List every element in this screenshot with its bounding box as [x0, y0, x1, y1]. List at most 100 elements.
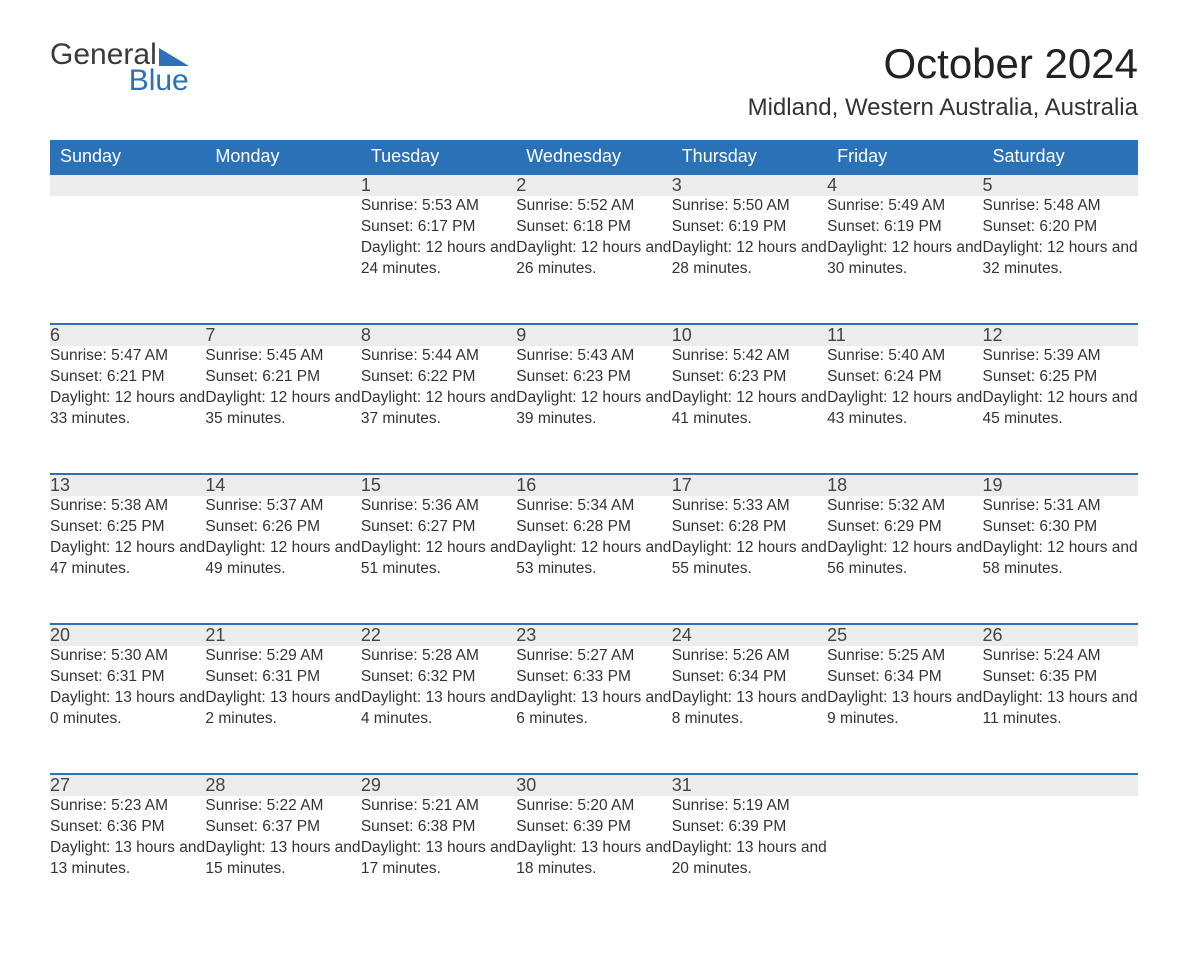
brand-word2: Blue	[50, 66, 189, 96]
daylight-line: Daylight: 12 hours and 49 minutes.	[205, 538, 360, 580]
month-title: October 2024	[748, 40, 1138, 88]
daynum-row: 12345	[50, 174, 1138, 196]
daylight-line: Daylight: 13 hours and 4 minutes.	[361, 688, 516, 730]
sunset-line: Sunset: 6:32 PM	[361, 667, 516, 688]
sunset-line: Sunset: 6:19 PM	[827, 217, 982, 238]
day-number: 30	[516, 774, 671, 796]
daylight-line: Daylight: 13 hours and 11 minutes.	[983, 688, 1138, 730]
day-cell: Sunrise: 5:31 AMSunset: 6:30 PMDaylight:…	[983, 496, 1138, 624]
day-number: 26	[983, 624, 1138, 646]
day-cell: Sunrise: 5:34 AMSunset: 6:28 PMDaylight:…	[516, 496, 671, 624]
sunrise-line: Sunrise: 5:32 AM	[827, 496, 982, 517]
daylight-line: Daylight: 13 hours and 9 minutes.	[827, 688, 982, 730]
day-cell: Sunrise: 5:32 AMSunset: 6:29 PMDaylight:…	[827, 496, 982, 624]
brand-logo: General Blue	[50, 40, 189, 96]
sunset-line: Sunset: 6:26 PM	[205, 517, 360, 538]
daylight-line: Daylight: 12 hours and 51 minutes.	[361, 538, 516, 580]
daylight-line: Daylight: 12 hours and 32 minutes.	[983, 238, 1138, 280]
sunset-line: Sunset: 6:31 PM	[205, 667, 360, 688]
day-cell: Sunrise: 5:53 AMSunset: 6:17 PMDaylight:…	[361, 196, 516, 324]
daylight-line: Daylight: 12 hours and 53 minutes.	[516, 538, 671, 580]
sunset-line: Sunset: 6:39 PM	[672, 817, 827, 838]
daylight-line: Daylight: 12 hours and 37 minutes.	[361, 388, 516, 430]
daylight-line: Daylight: 13 hours and 20 minutes.	[672, 838, 827, 880]
weekday-header: Friday	[827, 140, 982, 174]
sunrise-line: Sunrise: 5:30 AM	[50, 646, 205, 667]
day-number: 1	[361, 174, 516, 196]
day-cell: Sunrise: 5:29 AMSunset: 6:31 PMDaylight:…	[205, 646, 360, 774]
daycontent-row: Sunrise: 5:38 AMSunset: 6:25 PMDaylight:…	[50, 496, 1138, 624]
day-cell: Sunrise: 5:22 AMSunset: 6:37 PMDaylight:…	[205, 796, 360, 924]
daycontent-row: Sunrise: 5:23 AMSunset: 6:36 PMDaylight:…	[50, 796, 1138, 924]
daylight-line: Daylight: 13 hours and 15 minutes.	[205, 838, 360, 880]
daylight-line: Daylight: 13 hours and 8 minutes.	[672, 688, 827, 730]
sunrise-line: Sunrise: 5:47 AM	[50, 346, 205, 367]
location-subtitle: Midland, Western Australia, Australia	[748, 94, 1138, 122]
sunset-line: Sunset: 6:30 PM	[983, 517, 1138, 538]
daynum-row: 20212223242526	[50, 624, 1138, 646]
day-number	[205, 174, 360, 196]
day-cell: Sunrise: 5:39 AMSunset: 6:25 PMDaylight:…	[983, 346, 1138, 474]
day-number: 9	[516, 324, 671, 346]
day-number: 27	[50, 774, 205, 796]
daylight-line: Daylight: 12 hours and 33 minutes.	[50, 388, 205, 430]
sunrise-line: Sunrise: 5:22 AM	[205, 796, 360, 817]
day-number: 7	[205, 324, 360, 346]
day-number: 8	[361, 324, 516, 346]
day-cell: Sunrise: 5:24 AMSunset: 6:35 PMDaylight:…	[983, 646, 1138, 774]
sunrise-line: Sunrise: 5:26 AM	[672, 646, 827, 667]
daylight-line: Daylight: 12 hours and 39 minutes.	[516, 388, 671, 430]
sunset-line: Sunset: 6:21 PM	[50, 367, 205, 388]
day-cell: Sunrise: 5:21 AMSunset: 6:38 PMDaylight:…	[361, 796, 516, 924]
day-cell: Sunrise: 5:42 AMSunset: 6:23 PMDaylight:…	[672, 346, 827, 474]
day-cell: Sunrise: 5:30 AMSunset: 6:31 PMDaylight:…	[50, 646, 205, 774]
sunset-line: Sunset: 6:37 PM	[205, 817, 360, 838]
sunset-line: Sunset: 6:31 PM	[50, 667, 205, 688]
daycontent-row: Sunrise: 5:47 AMSunset: 6:21 PMDaylight:…	[50, 346, 1138, 474]
daylight-line: Daylight: 12 hours and 56 minutes.	[827, 538, 982, 580]
sunrise-line: Sunrise: 5:42 AM	[672, 346, 827, 367]
day-cell: Sunrise: 5:48 AMSunset: 6:20 PMDaylight:…	[983, 196, 1138, 324]
day-cell: Sunrise: 5:37 AMSunset: 6:26 PMDaylight:…	[205, 496, 360, 624]
day-cell: Sunrise: 5:19 AMSunset: 6:39 PMDaylight:…	[672, 796, 827, 924]
day-cell: Sunrise: 5:38 AMSunset: 6:25 PMDaylight:…	[50, 496, 205, 624]
sunrise-line: Sunrise: 5:29 AM	[205, 646, 360, 667]
sunrise-line: Sunrise: 5:37 AM	[205, 496, 360, 517]
day-number: 3	[672, 174, 827, 196]
flag-icon	[159, 44, 189, 66]
sunset-line: Sunset: 6:39 PM	[516, 817, 671, 838]
daylight-line: Daylight: 12 hours and 28 minutes.	[672, 238, 827, 280]
daylight-line: Daylight: 12 hours and 45 minutes.	[983, 388, 1138, 430]
daylight-line: Daylight: 13 hours and 13 minutes.	[50, 838, 205, 880]
sunset-line: Sunset: 6:27 PM	[361, 517, 516, 538]
sunrise-line: Sunrise: 5:33 AM	[672, 496, 827, 517]
day-number: 25	[827, 624, 982, 646]
sunrise-line: Sunrise: 5:28 AM	[361, 646, 516, 667]
header: General Blue October 2024 Midland, Weste…	[50, 40, 1138, 132]
weekday-header: Monday	[205, 140, 360, 174]
calendar-table: SundayMondayTuesdayWednesdayThursdayFrid…	[50, 140, 1138, 924]
day-cell: Sunrise: 5:33 AMSunset: 6:28 PMDaylight:…	[672, 496, 827, 624]
sunset-line: Sunset: 6:20 PM	[983, 217, 1138, 238]
sunrise-line: Sunrise: 5:48 AM	[983, 196, 1138, 217]
day-number: 19	[983, 474, 1138, 496]
sunset-line: Sunset: 6:28 PM	[672, 517, 827, 538]
sunrise-line: Sunrise: 5:31 AM	[983, 496, 1138, 517]
weekday-header: Wednesday	[516, 140, 671, 174]
sunset-line: Sunset: 6:38 PM	[361, 817, 516, 838]
daylight-line: Daylight: 12 hours and 47 minutes.	[50, 538, 205, 580]
day-number: 12	[983, 324, 1138, 346]
sunset-line: Sunset: 6:35 PM	[983, 667, 1138, 688]
day-number: 16	[516, 474, 671, 496]
day-cell: Sunrise: 5:20 AMSunset: 6:39 PMDaylight:…	[516, 796, 671, 924]
sunrise-line: Sunrise: 5:23 AM	[50, 796, 205, 817]
sunset-line: Sunset: 6:19 PM	[672, 217, 827, 238]
daynum-row: 6789101112	[50, 324, 1138, 346]
day-number: 13	[50, 474, 205, 496]
daycontent-row: Sunrise: 5:53 AMSunset: 6:17 PMDaylight:…	[50, 196, 1138, 324]
sunrise-line: Sunrise: 5:39 AM	[983, 346, 1138, 367]
day-number: 11	[827, 324, 982, 346]
sunrise-line: Sunrise: 5:24 AM	[983, 646, 1138, 667]
sunset-line: Sunset: 6:22 PM	[361, 367, 516, 388]
day-cell	[827, 796, 982, 924]
